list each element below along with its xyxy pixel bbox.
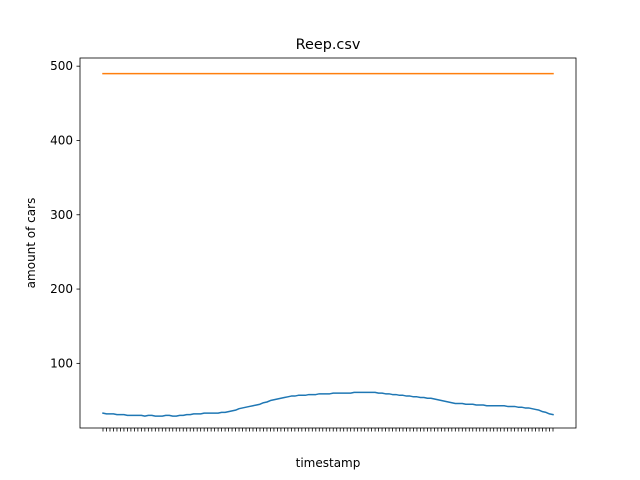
- plot-area: [102, 72, 554, 417]
- y-axis: 100 200 300 400 500: [50, 59, 80, 370]
- axes-frame: [79, 57, 577, 429]
- x-axis: [102, 428, 554, 432]
- y-axis-label: amount of cars: [24, 198, 38, 289]
- y-tick-label: 300: [50, 208, 73, 222]
- series-line-1: [102, 391, 554, 417]
- x-axis-label: timestamp: [296, 456, 361, 470]
- chart-title: Reep.csv: [296, 37, 361, 53]
- y-tick-label: 400: [50, 133, 73, 147]
- y-tick-label: 100: [50, 356, 73, 370]
- y-tick-label: 200: [50, 282, 73, 296]
- y-tick-label: 500: [50, 59, 73, 73]
